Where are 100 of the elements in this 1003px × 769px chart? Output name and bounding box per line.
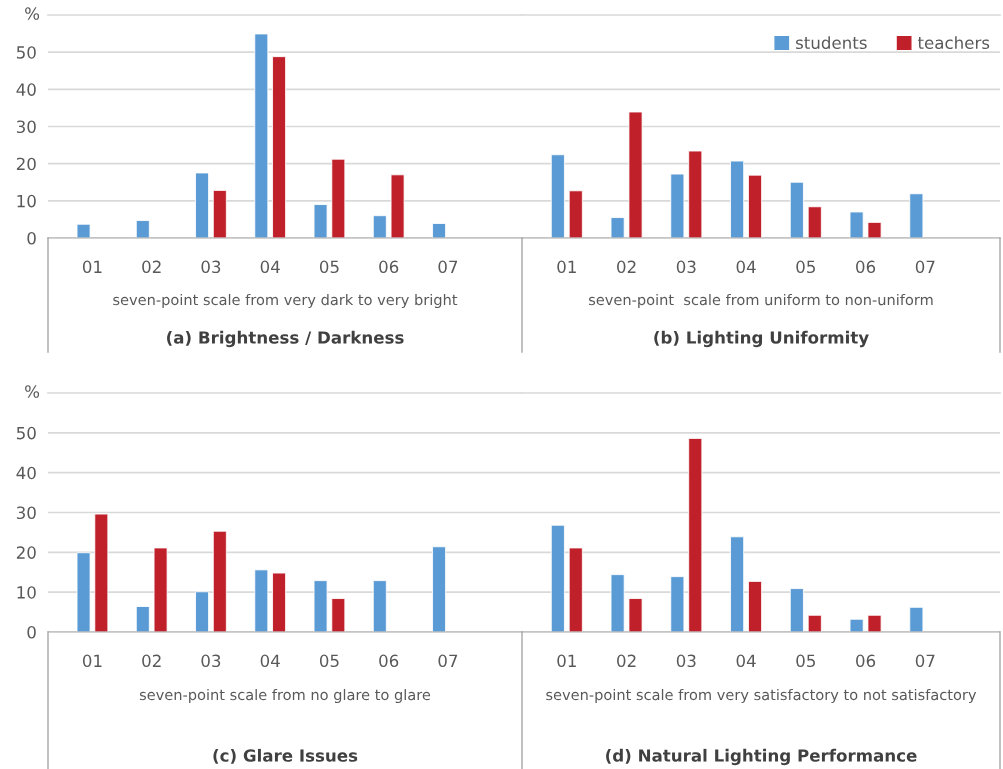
bar	[313, 580, 328, 632]
x-tick-label: 01	[557, 654, 576, 668]
bar	[867, 221, 882, 238]
x-tick-label: 07	[915, 260, 935, 274]
y-tick-label: 20	[16, 546, 36, 559]
bar	[610, 217, 625, 238]
x-tick-label: 06	[379, 260, 399, 274]
x-tick-label: 01	[82, 654, 102, 668]
text: (c) Glare Issues	[213, 748, 358, 764]
x-tick-label: 06	[379, 654, 399, 668]
bar	[550, 154, 565, 238]
bar	[568, 547, 583, 632]
bar	[153, 547, 168, 632]
bar	[849, 618, 864, 632]
y-tick-label: 40	[16, 83, 36, 96]
bar	[372, 580, 387, 632]
bar	[748, 174, 763, 238]
legend-label: students	[795, 36, 867, 50]
bar	[670, 173, 685, 238]
bar	[254, 33, 269, 238]
bar	[272, 56, 287, 238]
bar	[688, 437, 703, 632]
x-tick-label: 01	[82, 260, 102, 274]
bar	[730, 160, 745, 238]
x-tick-label: 04	[736, 260, 756, 274]
bar	[313, 204, 328, 238]
bar	[789, 588, 804, 632]
x-axis-title: seven-point scale from very satisfactory to not satisfactory	[546, 688, 977, 704]
text: (b) Lighting Uniformity	[654, 330, 869, 348]
bar	[628, 598, 643, 632]
bar	[628, 111, 643, 238]
x-tick-label: 02	[142, 260, 161, 274]
bar	[372, 215, 387, 238]
y-tick-label: 40	[16, 466, 36, 480]
bar	[135, 220, 150, 238]
bar	[670, 576, 685, 632]
x-tick-label: 04	[260, 260, 280, 274]
bar	[94, 513, 109, 632]
bar	[254, 569, 269, 632]
x-tick-label: 02	[617, 260, 636, 274]
x-tick-label: 05	[796, 260, 815, 274]
x-tick-label: 05	[319, 654, 339, 668]
x-tick-label: 02	[142, 654, 161, 668]
bar	[76, 223, 91, 238]
x-tick-label: 03	[676, 654, 696, 668]
y-tick-label: 30	[16, 120, 36, 134]
bar	[212, 530, 227, 632]
bar	[807, 206, 822, 238]
y-axis-title: %	[25, 7, 40, 20]
bar	[610, 574, 625, 632]
x-tick-label: 06	[856, 260, 876, 274]
bar	[390, 174, 405, 238]
y-tick-label: 0	[27, 231, 36, 245]
y-tick-label: 0	[27, 625, 36, 639]
bar	[909, 606, 924, 632]
x-axis-title: seven-point scale from uniform to non-uniform	[589, 293, 933, 309]
x-axis-title: seven-point scale from very dark to very bright	[113, 293, 458, 309]
bar	[195, 591, 209, 632]
bar	[849, 211, 864, 238]
bar	[550, 524, 565, 632]
bar	[867, 614, 882, 632]
y-tick-label: 10	[17, 586, 36, 599]
bar	[272, 572, 287, 632]
bar	[331, 598, 346, 632]
x-tick-label: 04	[260, 654, 280, 668]
bar	[909, 193, 924, 238]
bar	[789, 181, 804, 238]
text: (a) Brightness / Darkness	[167, 330, 404, 348]
bar	[331, 158, 346, 238]
text: (d) Natural Lighting Performance	[606, 748, 917, 766]
x-tick-label: 03	[201, 654, 221, 668]
x-axis-title: seven-point scale from no glare to glare	[139, 688, 431, 704]
bar	[212, 190, 227, 238]
bar	[568, 190, 583, 238]
y-tick-label: 20	[16, 157, 36, 171]
x-tick-label: 01	[557, 260, 576, 274]
y-tick-label: 50	[16, 46, 36, 59]
x-tick-label: 07	[438, 654, 458, 668]
x-tick-label: 03	[676, 260, 696, 274]
y-axis-title: %	[25, 385, 40, 398]
y-tick-label: 10	[17, 194, 36, 208]
x-tick-label: 05	[796, 654, 815, 668]
bar	[76, 552, 91, 632]
bar	[432, 223, 446, 238]
bar	[807, 614, 822, 632]
bar	[748, 580, 763, 632]
x-tick-label: 03	[201, 260, 221, 274]
bar	[195, 172, 209, 238]
bar	[688, 150, 703, 238]
x-tick-label: 04	[736, 654, 756, 668]
x-tick-label: 07	[915, 654, 935, 668]
x-tick-label: 06	[856, 654, 876, 668]
bar	[432, 546, 446, 632]
x-tick-label: 07	[438, 260, 458, 274]
y-tick-label: 50	[16, 426, 36, 440]
x-tick-label: 05	[319, 260, 339, 274]
legend-label: teachers	[917, 36, 990, 50]
bar	[730, 536, 745, 632]
bar	[135, 606, 150, 632]
y-tick-label: 30	[16, 506, 36, 520]
